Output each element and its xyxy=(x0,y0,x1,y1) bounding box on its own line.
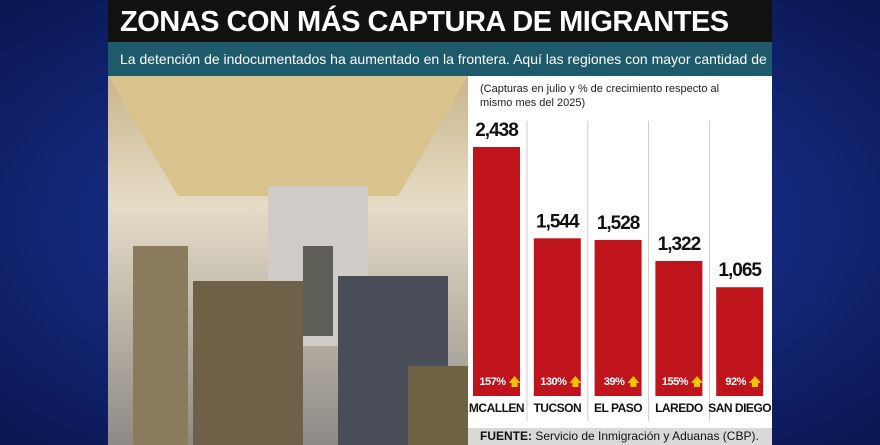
growth-arrow xyxy=(748,376,761,383)
infographic: ZONAS CON MÁS CAPTURA DE MIGRANTES La de… xyxy=(108,0,772,445)
source-text: Servicio de Inmigración y Aduanas (CBP). xyxy=(535,429,759,443)
growth-arrow xyxy=(569,376,582,383)
bar xyxy=(594,239,642,396)
growth-label: 130% xyxy=(540,376,567,388)
growth-arrow xyxy=(508,376,521,383)
value-label: 2,438 xyxy=(475,120,518,141)
value-label: 1,544 xyxy=(536,211,580,232)
growth-label: 157% xyxy=(479,376,506,388)
chart: (Capturas en julio y % de crecimiento re… xyxy=(469,83,772,421)
title: ZONAS CON MÁS CAPTURA DE MIGRANTES xyxy=(108,0,772,42)
growth-arrow xyxy=(751,383,758,387)
growth-arrow xyxy=(511,383,518,387)
growth-arrow xyxy=(627,376,640,383)
growth-label: 155% xyxy=(662,376,689,388)
growth-arrow xyxy=(690,376,703,383)
bar xyxy=(473,147,520,396)
category-label: MCALLEN xyxy=(469,401,524,415)
value-label: 1,322 xyxy=(658,234,701,255)
agent xyxy=(133,246,188,445)
category-label: LAREDO xyxy=(655,401,703,415)
chart-note: (Capturas en julio y % de crecimiento re… xyxy=(480,83,719,109)
photo xyxy=(108,76,468,445)
value-label: 1,528 xyxy=(597,213,640,234)
bar xyxy=(655,260,703,396)
bar xyxy=(533,238,581,396)
category-label: EL PASO xyxy=(594,401,642,415)
ceiling xyxy=(108,76,468,196)
category-label: TUCSON xyxy=(533,401,581,415)
source-label: FUENTE: xyxy=(480,429,532,443)
subtitle: La detención de indocumentados ha aument… xyxy=(108,42,772,101)
growth-arrow xyxy=(630,383,637,387)
agent xyxy=(193,281,303,445)
category-label: SAN DIEGO xyxy=(708,401,771,415)
growth-label: 92% xyxy=(725,376,746,388)
growth-arrow xyxy=(572,383,579,387)
growth-arrow xyxy=(693,383,700,387)
growth-label: 39% xyxy=(604,376,625,388)
agent xyxy=(303,246,333,336)
source: FUENTE: Servicio de Inmigración y Aduana… xyxy=(468,428,772,445)
value-label: 1,065 xyxy=(718,260,762,281)
agent xyxy=(408,366,468,445)
